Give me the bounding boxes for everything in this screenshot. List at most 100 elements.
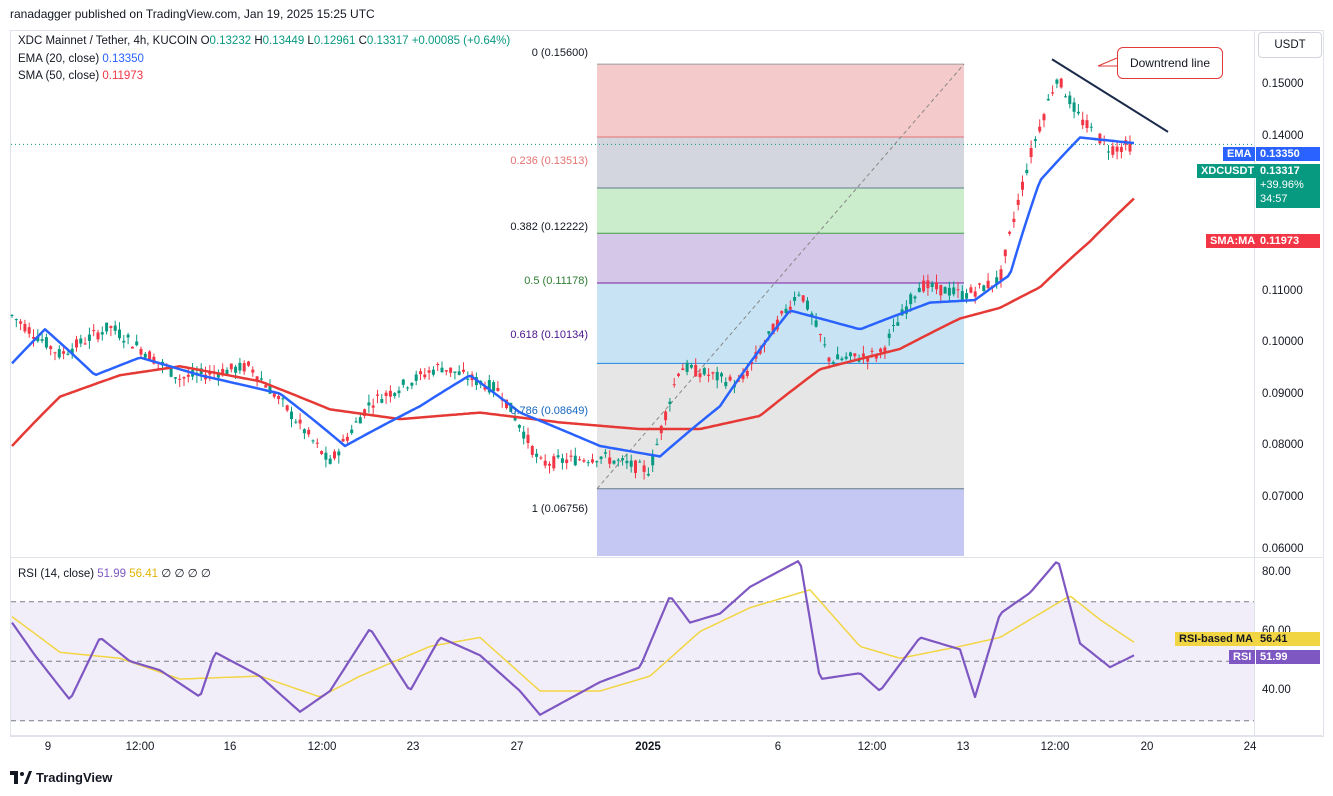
candle-body bbox=[487, 379, 491, 393]
ohlc-l-value: 0.12961 bbox=[313, 35, 356, 47]
candle-body bbox=[328, 458, 332, 464]
candle-body bbox=[986, 280, 990, 289]
candle-body bbox=[234, 366, 238, 373]
candle-body bbox=[105, 322, 109, 332]
candle-body bbox=[535, 453, 539, 457]
candle-body bbox=[66, 353, 70, 355]
rsi-line bbox=[11, 560, 1135, 716]
candle-body bbox=[960, 291, 964, 300]
candle-body bbox=[376, 394, 379, 396]
x-tick: 12:00 bbox=[1040, 741, 1070, 753]
candle-body bbox=[186, 374, 190, 377]
candle-body bbox=[393, 393, 397, 397]
candle-body bbox=[969, 287, 973, 293]
y-tick: 0.14000 bbox=[1262, 130, 1304, 142]
symbol-tag-value: 0.13317 bbox=[1260, 165, 1300, 177]
candle-body bbox=[358, 417, 362, 424]
candle-body bbox=[268, 386, 272, 394]
candle-body bbox=[23, 323, 27, 332]
candle-body bbox=[83, 343, 87, 345]
candle-body bbox=[909, 294, 913, 305]
candle-body bbox=[10, 315, 14, 317]
price-panel[interactable] bbox=[10, 30, 1324, 558]
candle-body bbox=[797, 294, 801, 296]
candle-body bbox=[767, 331, 771, 334]
candle-body bbox=[874, 355, 878, 359]
currency-button[interactable]: USDT bbox=[1258, 32, 1322, 58]
candle-body bbox=[1059, 78, 1063, 88]
fib-label-0786: 0.786 (0.08649) bbox=[510, 405, 588, 417]
candle-body bbox=[122, 340, 126, 343]
candle-body bbox=[311, 440, 315, 442]
ohlc-c-value: 0.13317 bbox=[366, 35, 409, 47]
symbol-tag-change: +39.96% bbox=[1260, 179, 1304, 191]
fib-zone bbox=[597, 64, 964, 137]
candle-body bbox=[449, 367, 453, 373]
candle-body bbox=[53, 352, 57, 354]
candle-body bbox=[935, 282, 938, 290]
rsi-legend[interactable]: RSI (14, close) 51.99 56.41 ∅ ∅ ∅ ∅ bbox=[18, 566, 211, 580]
ohlc-o-value: 0.13232 bbox=[209, 35, 252, 47]
callout-pointer bbox=[1097, 57, 1118, 67]
candle-body bbox=[255, 376, 259, 381]
candle-body bbox=[169, 366, 173, 377]
candle-body bbox=[831, 361, 835, 364]
candle-body bbox=[337, 451, 341, 456]
candle-body bbox=[801, 295, 805, 302]
candle-body bbox=[444, 370, 448, 372]
symbol-name: XDC Mainnet / Tether, 4h, KUCOIN bbox=[18, 35, 198, 47]
candle-body bbox=[1029, 147, 1033, 158]
downtrend-callout[interactable]: Downtrend line bbox=[1117, 47, 1223, 79]
ohlc-change: +0.00085 (+0.64%) bbox=[411, 35, 511, 47]
candle-body bbox=[849, 352, 852, 357]
candle-body bbox=[277, 396, 281, 400]
ohlc-c-label: C bbox=[358, 35, 367, 47]
candle-body bbox=[79, 338, 83, 344]
candle-body bbox=[380, 399, 384, 403]
candle-body bbox=[943, 287, 947, 294]
candle-body bbox=[505, 399, 508, 408]
rsi-ma-legend-value: 56.41 bbox=[129, 568, 159, 580]
candle-body bbox=[1111, 146, 1115, 155]
candle-body bbox=[350, 429, 354, 434]
sma-tag-name: SMA:MA bbox=[1206, 234, 1260, 248]
candle-body bbox=[242, 363, 246, 372]
y-tick: 0.07000 bbox=[1262, 491, 1304, 503]
published-line: ranadagger published on TradingView.com,… bbox=[10, 7, 375, 21]
candle-body bbox=[238, 362, 242, 371]
candle-body bbox=[406, 387, 410, 389]
candle-body bbox=[302, 429, 306, 434]
candle-body bbox=[1012, 218, 1016, 223]
sma-legend[interactable]: SMA (50, close) 0.11973 bbox=[18, 70, 143, 82]
candle-body bbox=[698, 373, 702, 378]
tradingview-logo[interactable]: TradingView bbox=[10, 770, 112, 785]
candle-body bbox=[401, 379, 405, 385]
candle-body bbox=[771, 323, 775, 335]
ema-legend[interactable]: EMA (20, close) 0.13350 bbox=[18, 53, 144, 65]
candle-body bbox=[728, 376, 732, 381]
candle-body bbox=[853, 353, 857, 357]
candle-body bbox=[1003, 249, 1007, 257]
candle-body bbox=[453, 371, 457, 373]
time-axis-divider bbox=[10, 735, 1322, 736]
candle-body bbox=[294, 421, 298, 423]
candle-body bbox=[384, 392, 388, 396]
candle-body bbox=[818, 334, 822, 336]
candle-body bbox=[126, 334, 130, 338]
ohlc-o-label: O bbox=[200, 35, 210, 47]
candle-body bbox=[509, 402, 513, 412]
candle-body bbox=[1016, 199, 1020, 205]
price-axis-divider bbox=[1254, 30, 1255, 735]
symbol-tag-box: 0.13317 +39.96% 34:57 bbox=[1256, 164, 1320, 208]
candle-body bbox=[793, 297, 797, 301]
fib-zone bbox=[597, 233, 964, 284]
candle-body bbox=[724, 381, 728, 387]
x-tick: 12:00 bbox=[857, 741, 887, 753]
candle-body bbox=[1021, 181, 1024, 190]
rsi-panel[interactable] bbox=[10, 557, 1324, 737]
candle-body bbox=[548, 463, 551, 466]
candle-body bbox=[1046, 98, 1050, 101]
candle-body bbox=[36, 337, 40, 342]
candle-body bbox=[139, 348, 143, 355]
